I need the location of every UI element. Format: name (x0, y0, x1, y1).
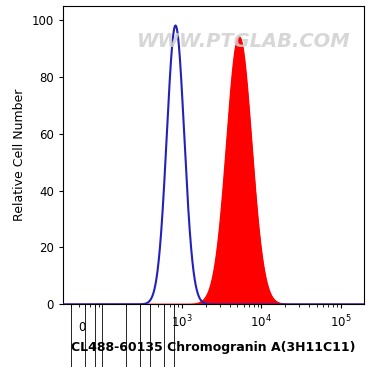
Text: WWW.PTGLAB.COM: WWW.PTGLAB.COM (137, 32, 351, 51)
Text: 0: 0 (79, 321, 86, 334)
X-axis label: CL488-60135 Chromogranin A(3H11C11): CL488-60135 Chromogranin A(3H11C11) (71, 341, 356, 354)
Y-axis label: Relative Cell Number: Relative Cell Number (13, 89, 26, 221)
